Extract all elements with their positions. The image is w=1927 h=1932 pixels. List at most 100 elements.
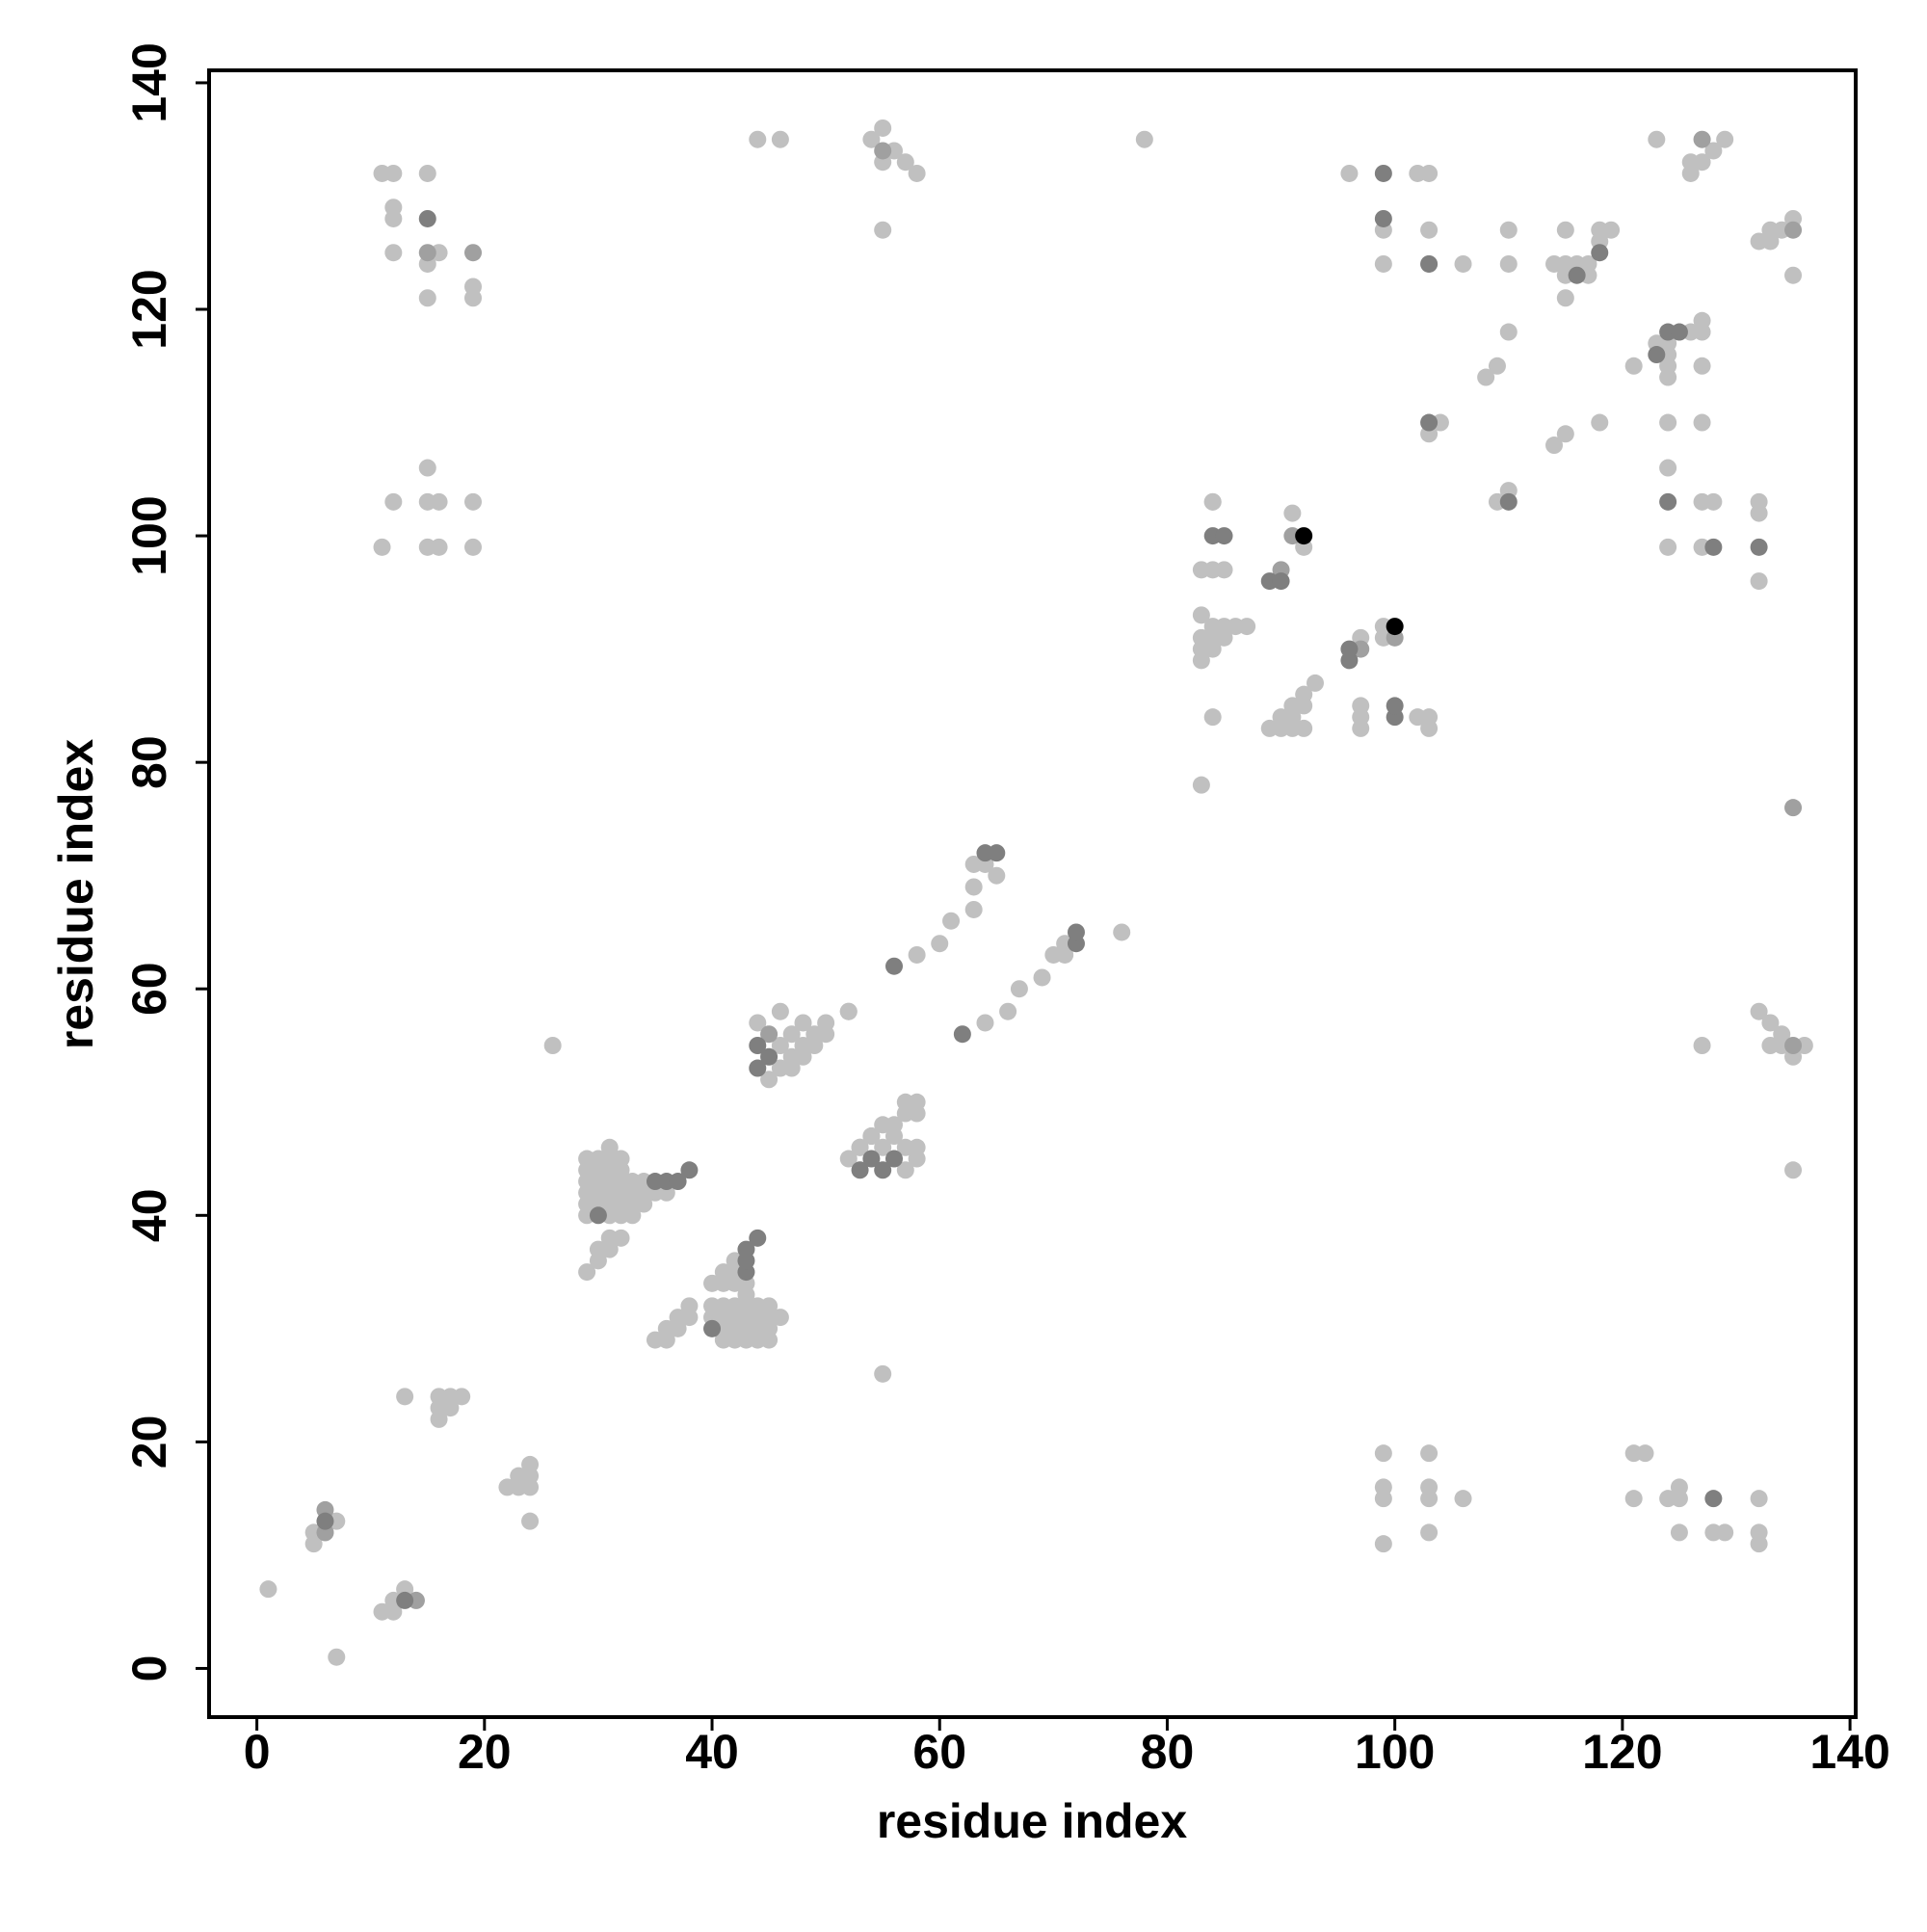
contact-point [737, 1285, 755, 1304]
contact-point [1704, 1490, 1723, 1508]
contact-point [1784, 1161, 1803, 1179]
contact-point [794, 1014, 812, 1032]
contact-point [760, 1071, 779, 1089]
contact-point [964, 878, 983, 896]
contact-point [464, 492, 483, 511]
contact-point [1693, 130, 1711, 148]
contact-point [396, 1591, 414, 1609]
contact-point [988, 866, 1006, 885]
contact-point [1750, 572, 1768, 591]
contact-point [976, 1014, 994, 1032]
contact-point [1374, 1535, 1392, 1553]
contact-point [1579, 254, 1597, 273]
contact-point [1352, 697, 1370, 715]
contact-point [1295, 685, 1313, 703]
x-tick-label: 140 [1809, 1725, 1889, 1779]
contact-point [1693, 153, 1711, 172]
contact-point [418, 164, 436, 182]
contact-point [1693, 311, 1711, 330]
contact-point [885, 1150, 904, 1168]
contact-point [896, 153, 914, 172]
contact-point [874, 1138, 892, 1156]
contact-point [600, 1138, 619, 1156]
contact-point [749, 1037, 767, 1055]
contact-point [1420, 254, 1439, 273]
contact-point [1272, 572, 1290, 591]
contact-point [1056, 945, 1074, 964]
contact-point [1067, 923, 1085, 941]
contact-point [418, 209, 436, 227]
contact-point [259, 1580, 277, 1599]
contact-point [430, 492, 448, 511]
contact-point [373, 538, 391, 556]
contact-point [1591, 244, 1609, 262]
contact-point [1556, 221, 1574, 239]
contact-point [908, 945, 926, 964]
contact-point [874, 119, 892, 137]
contact-point [1499, 254, 1518, 273]
contact-point [1215, 561, 1233, 579]
contact-point [1693, 413, 1711, 432]
contact-point [328, 1648, 346, 1666]
contact-point [1295, 527, 1313, 545]
contact-point [680, 1297, 699, 1315]
contact-point [1659, 492, 1677, 511]
contact-point [1340, 164, 1359, 182]
contact-point [1295, 719, 1313, 737]
y-tick-label: 80 [122, 735, 176, 789]
y-tick-label: 120 [122, 269, 176, 349]
contact-point [1624, 357, 1643, 375]
contact-point [384, 244, 403, 262]
contact-point [999, 1002, 1017, 1020]
contact-point [1420, 1490, 1439, 1508]
contact-point [1704, 538, 1723, 556]
contact-point [1670, 1523, 1688, 1542]
contact-point [1636, 1444, 1654, 1463]
contact-point [384, 492, 403, 511]
contact-point [953, 1025, 971, 1044]
contact-point [1784, 799, 1803, 817]
contact-point [669, 1173, 687, 1191]
contact-point [1033, 968, 1051, 987]
contact-point [680, 1161, 699, 1179]
contact-point [817, 1014, 835, 1032]
contact-point [384, 164, 403, 182]
contact-point [1192, 776, 1210, 794]
contact-point [1374, 1444, 1392, 1463]
contact-point [749, 1014, 767, 1032]
contact-point [749, 1229, 767, 1247]
contact-point [1420, 1444, 1439, 1463]
contact-point [964, 900, 983, 918]
contact-point [1340, 640, 1359, 658]
contact-point [760, 1025, 779, 1044]
contact-point [1681, 164, 1700, 182]
contact-point [771, 1037, 789, 1055]
y-tick-label: 40 [122, 1188, 176, 1242]
contact-point [839, 1002, 858, 1020]
x-tick-label: 80 [1141, 1725, 1195, 1779]
contact-point [1499, 221, 1518, 239]
contact-point [612, 1229, 630, 1247]
contact-point [874, 1364, 892, 1383]
contact-point [908, 1138, 926, 1156]
contact-point [384, 209, 403, 227]
contact-point [1556, 425, 1574, 443]
contact-point [1454, 1490, 1472, 1508]
contact-point [543, 1037, 562, 1055]
y-axis-label: residue index [49, 739, 103, 1050]
contact-point [1761, 1014, 1780, 1032]
contact-point [612, 1150, 630, 1168]
contact-point [1784, 221, 1803, 239]
contact-point [771, 130, 789, 148]
contact-point [749, 130, 767, 148]
contact-point [851, 1138, 869, 1156]
contact-point [1306, 674, 1324, 692]
y-tick-label: 60 [122, 962, 176, 1016]
contact-point [839, 1150, 858, 1168]
contact-point [1624, 1490, 1643, 1508]
contact-point [1374, 209, 1392, 227]
contact-point [1750, 504, 1768, 522]
contact-point [851, 1161, 869, 1179]
contact-point [1750, 1002, 1768, 1020]
contact-point [464, 538, 483, 556]
